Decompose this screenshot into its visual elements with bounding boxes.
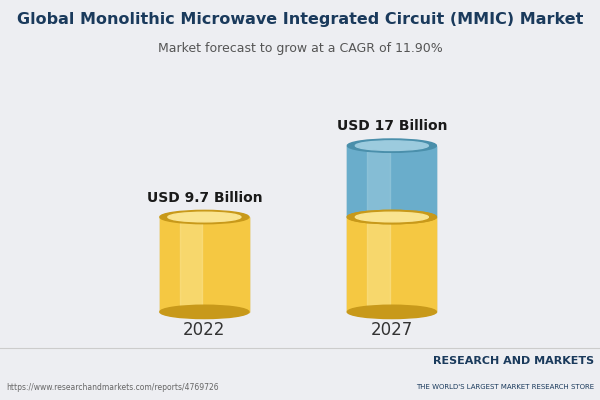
Ellipse shape xyxy=(160,210,249,224)
Ellipse shape xyxy=(347,210,436,224)
Text: USD 9.7 Billion: USD 9.7 Billion xyxy=(146,191,262,205)
Text: THE WORLD'S LARGEST MARKET RESEARCH STORE: THE WORLD'S LARGEST MARKET RESEARCH STOR… xyxy=(416,384,594,390)
Text: Market forecast to grow at a CAGR of 11.90%: Market forecast to grow at a CAGR of 11.… xyxy=(158,42,442,55)
Ellipse shape xyxy=(355,141,428,150)
Polygon shape xyxy=(367,146,389,217)
Text: 2022: 2022 xyxy=(183,322,226,340)
Polygon shape xyxy=(347,217,363,312)
Polygon shape xyxy=(421,217,436,312)
Polygon shape xyxy=(367,217,389,312)
Polygon shape xyxy=(180,217,202,312)
Ellipse shape xyxy=(168,212,241,222)
Polygon shape xyxy=(421,146,436,217)
Ellipse shape xyxy=(160,305,249,318)
Bar xyxy=(347,146,436,217)
Polygon shape xyxy=(347,146,363,217)
Text: Global Monolithic Microwave Integrated Circuit (MMIC) Market: Global Monolithic Microwave Integrated C… xyxy=(17,12,583,27)
Text: RESEARCH AND MARKETS: RESEARCH AND MARKETS xyxy=(433,356,594,366)
Polygon shape xyxy=(160,217,175,312)
Ellipse shape xyxy=(347,210,436,224)
Polygon shape xyxy=(233,217,249,312)
Ellipse shape xyxy=(355,212,428,222)
Text: USD 17 Billion: USD 17 Billion xyxy=(337,119,447,133)
Bar xyxy=(160,217,249,312)
Bar xyxy=(347,217,436,312)
Ellipse shape xyxy=(347,305,436,318)
Text: 2027: 2027 xyxy=(371,322,413,340)
Ellipse shape xyxy=(347,139,436,152)
Ellipse shape xyxy=(355,212,428,222)
Text: https://www.researchandmarkets.com/reports/4769726: https://www.researchandmarkets.com/repor… xyxy=(6,383,218,392)
